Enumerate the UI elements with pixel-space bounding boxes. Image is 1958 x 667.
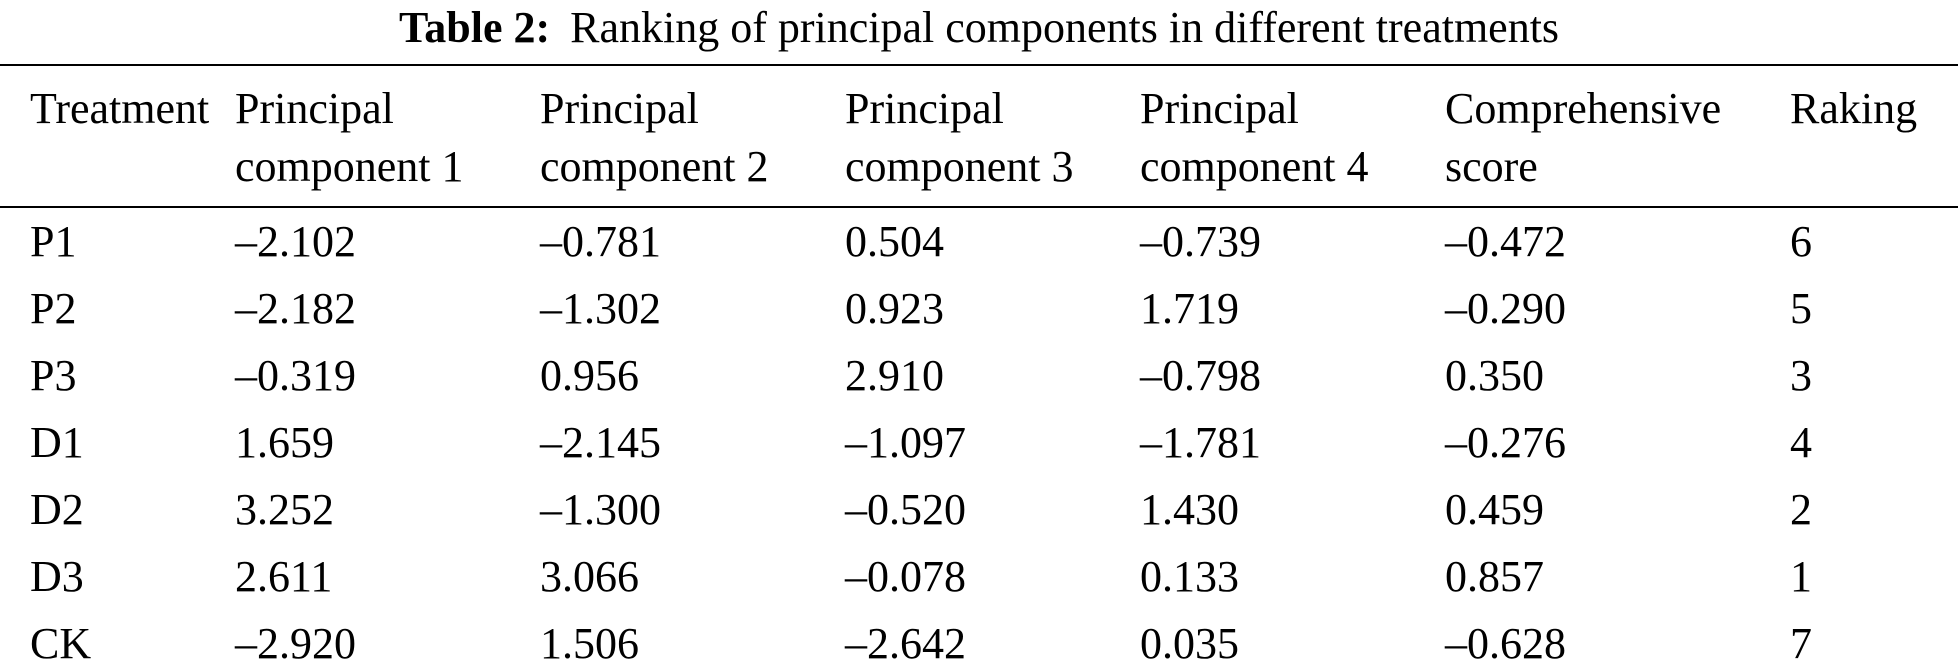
pc4-cell: 1.719 (1140, 284, 1239, 333)
pc1-cell: –0.319 (235, 351, 356, 400)
treatment-cell: D1 (30, 418, 84, 467)
column-header-pc1: Principal component 1 (235, 65, 540, 208)
column-header-pc3: Principal component 3 (845, 65, 1140, 208)
raking-cell: 2 (1790, 485, 1812, 534)
pc3-cell: –0.520 (845, 485, 966, 534)
treatment-cell: P1 (30, 217, 77, 266)
pc3-cell: –0.078 (845, 552, 966, 601)
treatment-cell: P2 (30, 284, 77, 333)
table-row-d3: D3 2.611 3.066 –0.078 0.133 0.857 1 (0, 543, 1958, 610)
raking-cell: 4 (1790, 418, 1812, 467)
raking-cell: 6 (1790, 217, 1812, 266)
pc1-cell: –2.920 (235, 619, 356, 667)
comprehensive-score-cell: 0.857 (1445, 552, 1544, 601)
table-row-ck: CK –2.920 1.506 –2.642 0.035 –0.628 7 (0, 610, 1958, 667)
comprehensive-score-cell: 0.350 (1445, 351, 1544, 400)
pc4-cell: –0.739 (1140, 217, 1261, 266)
table-row-d1: D1 1.659 –2.145 –1.097 –1.781 –0.276 4 (0, 409, 1958, 476)
comprehensive-score-cell: –0.472 (1445, 217, 1566, 266)
pc4-cell: –0.798 (1140, 351, 1261, 400)
pc1-cell: –2.182 (235, 284, 356, 333)
table-caption-label: Table 2: (398, 3, 551, 52)
comprehensive-score-cell: –0.290 (1445, 284, 1566, 333)
pc2-cell: –0.781 (540, 217, 661, 266)
raking-cell: 3 (1790, 351, 1812, 400)
ranking-table: Treatment Principal component 1 Principa… (0, 64, 1958, 667)
pc1-cell: 2.611 (235, 552, 333, 601)
comprehensive-score-cell: –0.276 (1445, 418, 1566, 467)
raking-cell: 1 (1790, 552, 1812, 601)
column-header-raking: Raking (1790, 65, 1958, 208)
pc2-cell: –1.302 (540, 284, 661, 333)
pc2-cell: 3.066 (540, 552, 639, 601)
column-header-pc2: Principal component 2 (540, 65, 845, 208)
column-header-comprehensive-score: Comprehensive score (1445, 65, 1790, 208)
pc4-cell: 1.430 (1140, 485, 1239, 534)
pc1-cell: –2.102 (235, 217, 356, 266)
column-header-treatment: Treatment (0, 65, 235, 208)
pc1-cell: 1.659 (235, 418, 334, 467)
table-row-p2: P2 –2.182 –1.302 0.923 1.719 –0.290 5 (0, 275, 1958, 342)
pc3-cell: –1.097 (845, 418, 966, 467)
pc4-cell: 0.133 (1140, 552, 1239, 601)
pc4-cell: –1.781 (1140, 418, 1261, 467)
raking-cell: 5 (1790, 284, 1812, 333)
table-row-d2: D2 3.252 –1.300 –0.520 1.430 0.459 2 (0, 476, 1958, 543)
pc2-cell: 1.506 (540, 619, 639, 667)
raking-cell: 7 (1790, 619, 1812, 667)
treatment-cell: D2 (30, 485, 84, 534)
pc3-cell: –2.642 (845, 619, 966, 667)
treatment-cell: P3 (30, 351, 77, 400)
comprehensive-score-cell: 0.459 (1445, 485, 1544, 534)
column-header-pc4: Principal component 4 (1140, 65, 1445, 208)
table-caption-text: Ranking of principal components in diffe… (570, 3, 1560, 52)
table-caption: Table 2: Ranking of principal components … (0, 2, 1958, 54)
pc3-cell: 0.923 (845, 284, 944, 333)
table-row-p3: P3 –0.319 0.956 2.910 –0.798 0.350 3 (0, 342, 1958, 409)
pc3-cell: 2.910 (845, 351, 944, 400)
pc2-cell: –2.145 (540, 418, 661, 467)
table-row-p1: P1 –2.102 –0.781 0.504 –0.739 –0.472 6 (0, 207, 1958, 275)
pc1-cell: 3.252 (235, 485, 334, 534)
comprehensive-score-cell: –0.628 (1445, 619, 1566, 667)
treatment-cell: CK (30, 619, 92, 667)
pc4-cell: 0.035 (1140, 619, 1239, 667)
pc2-cell: –1.300 (540, 485, 661, 534)
header-row: Treatment Principal component 1 Principa… (0, 65, 1958, 208)
treatment-cell: D3 (30, 552, 84, 601)
pc3-cell: 0.504 (845, 217, 944, 266)
pc2-cell: 0.956 (540, 351, 639, 400)
